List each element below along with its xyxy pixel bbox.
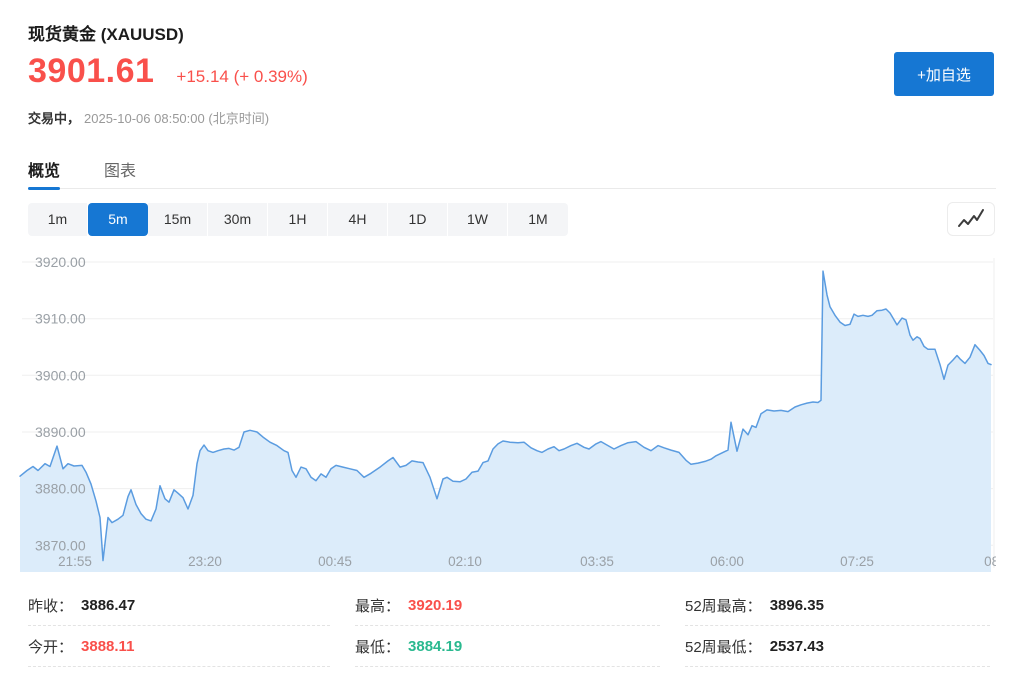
timeframe-button-5m[interactable]: 5m xyxy=(88,203,148,236)
stat-value: 3888.11 xyxy=(81,637,135,655)
timezone-note: (北京时间) xyxy=(208,111,270,126)
stat-row-high: 最高： 3920.19 xyxy=(355,585,660,626)
stat-row-low: 最低： 3884.19 xyxy=(355,626,660,667)
tab-bar: 概览 图表 xyxy=(28,150,996,190)
stat-label: 最低： xyxy=(355,638,401,656)
timeframe-button-30m[interactable]: 30m xyxy=(208,203,268,236)
timeframe-selector: 1m 5m 15m 30m 1H 4H 1D 1W 1M xyxy=(28,203,568,236)
y-axis-label: 3920.00 xyxy=(35,254,86,270)
status-row: 交易中， 2025-10-06 08:50:00 (北京时间) xyxy=(28,108,269,127)
stats-column: 最高： 3920.19 最低： 3884.19 xyxy=(355,585,660,667)
stat-value: 3920.19 xyxy=(408,596,463,614)
chart-style-button[interactable] xyxy=(947,202,995,236)
trend-line-icon xyxy=(958,209,984,227)
x-axis-label: 07:25 xyxy=(840,554,874,569)
stat-label: 52周最低： xyxy=(685,638,762,656)
stat-label: 昨收： xyxy=(28,597,74,615)
stat-value: 3896.35 xyxy=(769,596,824,614)
timeframe-button-1H[interactable]: 1H xyxy=(268,203,328,236)
tab-overview[interactable]: 概览 xyxy=(28,150,61,190)
stat-value: 3886.47 xyxy=(81,596,136,614)
tab-chart-label: 图表 xyxy=(104,163,137,180)
stat-row-open: 今开： 3888.11 xyxy=(28,626,330,667)
stat-row-prev-close: 昨收： 3886.47 xyxy=(28,585,330,626)
x-axis-label: 21:55 xyxy=(58,554,92,569)
page-title: 现货黄金 (XAUUSD) xyxy=(28,25,184,44)
price-line xyxy=(19,270,992,562)
stat-row-52w-high: 52周最高： 3896.35 xyxy=(685,585,990,626)
trading-status: 交易中， xyxy=(28,111,81,126)
timeframe-button-1m[interactable]: 1m xyxy=(28,203,88,236)
price-change: +15.14 (+ 0.39%) xyxy=(176,67,308,86)
x-axis-label: 23:20 xyxy=(188,554,222,569)
x-axis-label: 02:10 xyxy=(448,554,482,569)
quote-timestamp: 2025-10-06 08:50:00 xyxy=(84,111,205,126)
x-axis-label: 08:50 xyxy=(984,554,996,569)
stats-column: 52周最高： 3896.35 52周最低： 2537.43 xyxy=(685,585,990,667)
y-axis-label: 3880.00 xyxy=(35,481,86,497)
timeframe-button-1W[interactable]: 1W xyxy=(448,203,508,236)
stat-value: 3884.19 xyxy=(408,637,463,655)
stats-column: 昨收： 3886.47 今开： 3888.11 xyxy=(28,585,330,667)
price-row: 3901.61 +15.14 (+ 0.39%) xyxy=(28,52,308,91)
price-area xyxy=(20,271,991,572)
timeframe-button-1D[interactable]: 1D xyxy=(388,203,448,236)
x-axis-label: 06:00 xyxy=(710,554,744,569)
stat-value: 2537.43 xyxy=(769,637,824,655)
y-axis-label: 3900.00 xyxy=(35,367,86,383)
y-axis-label: 3890.00 xyxy=(35,424,86,440)
stat-label: 今开： xyxy=(28,638,74,656)
current-price: 3901.61 xyxy=(28,52,155,90)
tab-chart[interactable]: 图表 xyxy=(104,150,136,188)
x-axis-label: 03:35 xyxy=(580,554,614,569)
add-watchlist-button[interactable]: +加自选 xyxy=(894,52,994,96)
timeframe-button-15m[interactable]: 15m xyxy=(148,203,208,236)
x-axis-label: 00:45 xyxy=(318,554,352,569)
active-tab-underline xyxy=(28,187,61,190)
stats-panel: 昨收： 3886.47 今开： 3888.11 最高： 3920.19 最低： 3884.19… xyxy=(28,585,990,667)
stat-row-52w-low: 52周最低： 2537.43 xyxy=(685,626,990,667)
stat-label: 52周最高： xyxy=(685,597,762,615)
stat-label: 最高： xyxy=(355,597,401,615)
price-chart[interactable]: 3920.00 3910.00 3900.00 3890.00 3880.00 3870.… xyxy=(0,250,996,580)
y-axis-label: 3910.00 xyxy=(35,311,86,327)
timeframe-button-1M[interactable]: 1M xyxy=(508,203,568,236)
timeframe-button-4H[interactable]: 4H xyxy=(328,203,388,236)
y-axis-label: 3870.00 xyxy=(35,537,86,553)
tab-overview-label: 概览 xyxy=(28,163,61,180)
